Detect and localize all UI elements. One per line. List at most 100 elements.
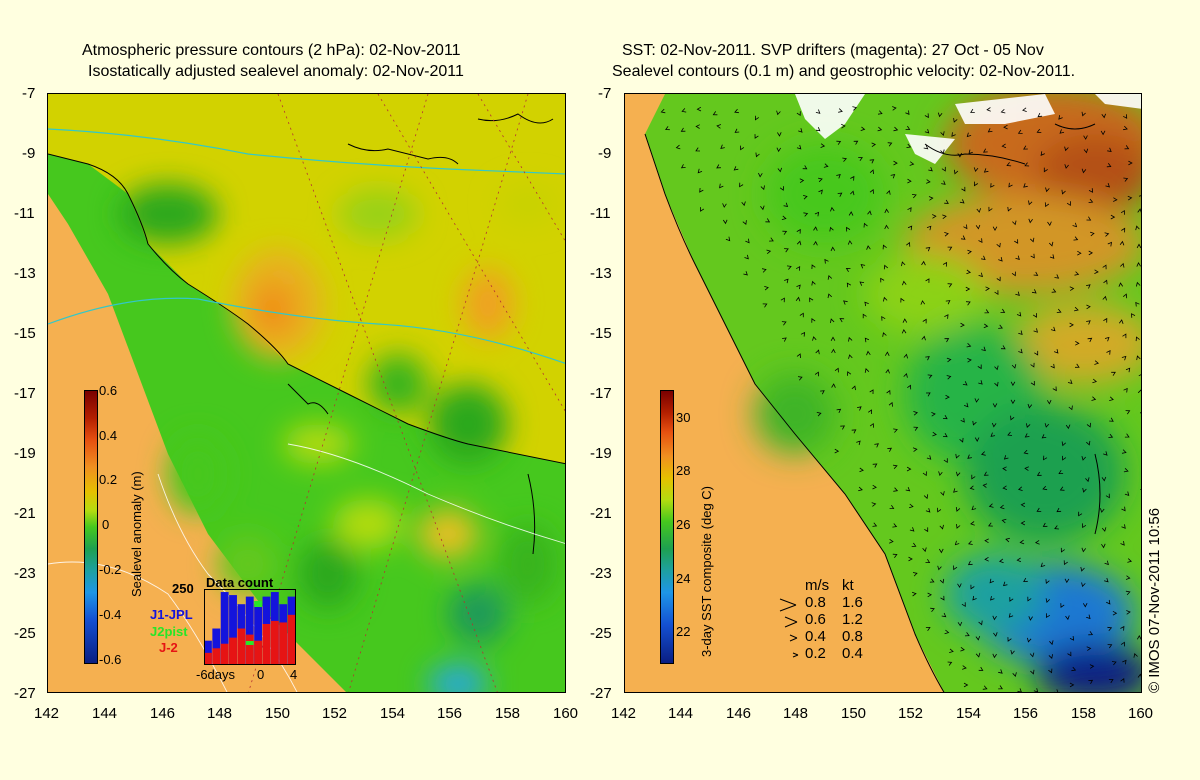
velocity-vector bbox=[1103, 577, 1109, 583]
velocity-vector bbox=[1027, 596, 1032, 602]
right-y-tick: -7 bbox=[598, 85, 612, 102]
left-x-tick: 160 bbox=[553, 705, 579, 722]
velocity-vector bbox=[1007, 431, 1013, 436]
data-count-bar-j2 bbox=[212, 648, 221, 665]
velocity-vector bbox=[1016, 557, 1022, 563]
velocity-vector bbox=[938, 471, 943, 477]
velocity-vector bbox=[1002, 485, 1008, 490]
velocity-vector bbox=[834, 367, 839, 373]
velocity-vector bbox=[1064, 578, 1070, 584]
velocity-vector bbox=[1028, 616, 1033, 621]
velocity-vector bbox=[1031, 289, 1037, 294]
velocity-vector bbox=[831, 348, 836, 354]
velocity-vector bbox=[720, 144, 725, 149]
velocity-vector bbox=[975, 224, 981, 230]
right-y-tick: -11 bbox=[590, 205, 611, 222]
velocity-vector bbox=[925, 558, 931, 563]
velocity-vector bbox=[1121, 506, 1126, 512]
velocity-vector bbox=[932, 431, 937, 437]
velocity-vector bbox=[867, 210, 872, 216]
left-sea-area bbox=[48, 94, 565, 692]
velocity-vector bbox=[925, 392, 931, 397]
velocity-vector bbox=[859, 281, 865, 286]
velocity-vector bbox=[939, 578, 945, 584]
right-y-tick: -17 bbox=[590, 385, 612, 402]
sst-colorbar-tick: 28 bbox=[676, 463, 691, 478]
velocity-vector bbox=[776, 147, 782, 153]
velocity-vector bbox=[1064, 164, 1069, 169]
velocity-vector bbox=[780, 297, 785, 303]
right-coast bbox=[644, 123, 1101, 692]
velocity-vector bbox=[884, 208, 889, 214]
velocity-vector bbox=[1048, 241, 1054, 247]
velocity-vector bbox=[911, 194, 917, 199]
velocity-vector bbox=[956, 471, 961, 477]
velocity-vector bbox=[877, 110, 883, 115]
velocity-vector bbox=[1127, 558, 1133, 563]
data-count-legend-j3: J-2 bbox=[159, 640, 178, 655]
velocity-vector bbox=[811, 318, 816, 323]
velocity-vector bbox=[892, 553, 898, 558]
velocity-vector bbox=[830, 318, 835, 324]
velocity-vector bbox=[1101, 476, 1107, 482]
velocity-vector bbox=[816, 412, 822, 417]
velocity-vector bbox=[975, 635, 981, 641]
left-y-tick: -27 bbox=[14, 685, 36, 702]
velocity-vector bbox=[1110, 214, 1116, 220]
velocity-vector bbox=[1034, 540, 1040, 545]
velocity-vector bbox=[1120, 262, 1125, 268]
velocity-vector bbox=[1094, 360, 1100, 365]
right-x-tick: 146 bbox=[726, 705, 752, 722]
velocity-vector bbox=[927, 374, 933, 379]
velocity-vector bbox=[901, 328, 907, 334]
velocity-vector bbox=[994, 365, 999, 371]
velocity-vector bbox=[912, 447, 918, 452]
velocity-vector bbox=[755, 152, 760, 158]
velocity-vector bbox=[716, 164, 721, 169]
velocity-vector bbox=[943, 458, 948, 464]
velocity-vector bbox=[1120, 678, 1125, 683]
velocity-vector bbox=[831, 383, 836, 388]
velocity-vector bbox=[734, 128, 740, 133]
velocity-vector bbox=[960, 646, 965, 652]
velocity-vector bbox=[1121, 449, 1127, 454]
velocity-vector bbox=[991, 422, 997, 428]
velocity-vector bbox=[982, 148, 988, 153]
velocity-vector bbox=[1135, 301, 1140, 307]
velocity-vector bbox=[1008, 182, 1013, 188]
velocity-vector bbox=[796, 228, 801, 234]
velocity-vector bbox=[1081, 547, 1087, 553]
velocity-vector bbox=[859, 467, 864, 473]
data-count-bar-j1 bbox=[245, 596, 254, 665]
velocity-vector bbox=[1002, 466, 1007, 471]
velocity-vector bbox=[928, 166, 933, 172]
velocity-vector bbox=[942, 261, 948, 267]
left-title-line2: Isostatically adjusted sealevel anomaly:… bbox=[88, 63, 464, 80]
velocity-vector bbox=[998, 685, 1003, 690]
velocity-vector bbox=[882, 332, 887, 337]
imos-credit: © IMOS 07-Nov-2011 10:56 bbox=[1146, 507, 1163, 693]
right-x-tick: 158 bbox=[1071, 705, 1097, 722]
velocity-vector bbox=[906, 466, 912, 472]
velocity-vector bbox=[1136, 634, 1141, 640]
velocity-vector bbox=[741, 201, 746, 207]
velocity-vector bbox=[837, 192, 843, 197]
sst-colorbar bbox=[660, 390, 674, 664]
velocity-vector bbox=[1075, 341, 1080, 346]
velocity-vector bbox=[1080, 566, 1085, 572]
velocity-vector bbox=[1060, 603, 1065, 608]
velocity-vector bbox=[697, 168, 703, 174]
velocity-vector bbox=[970, 584, 975, 590]
velocity-vector bbox=[1107, 241, 1113, 247]
velocity-vector bbox=[811, 264, 816, 270]
velocity-vector bbox=[1003, 124, 1008, 130]
velocity-vector bbox=[925, 627, 931, 632]
velocity-vector bbox=[922, 471, 927, 477]
velocity-vector bbox=[1121, 227, 1126, 233]
velocity-vector bbox=[972, 420, 977, 426]
velocity-vector bbox=[1067, 651, 1072, 657]
left-x-tick: 142 bbox=[34, 705, 60, 722]
velocity-vector bbox=[864, 337, 870, 343]
velocity-vector bbox=[1081, 582, 1086, 588]
velocity-vector bbox=[1122, 659, 1127, 665]
